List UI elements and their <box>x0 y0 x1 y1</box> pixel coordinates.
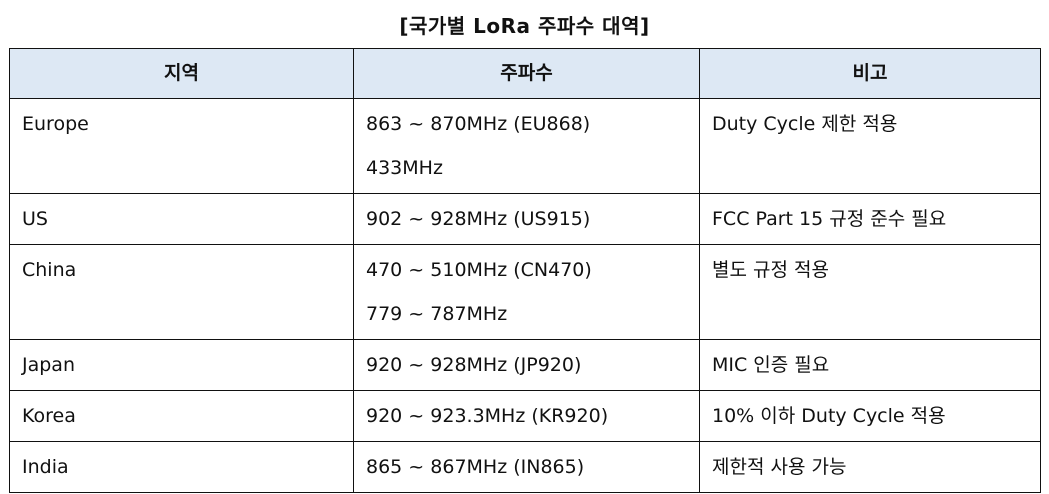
table-row: Japan 920 ~ 928MHz (JP920) MIC 인증 필요 <box>9 339 1041 391</box>
cell-note: MIC 인증 필요 <box>699 339 1041 391</box>
frequency-line: 920 ~ 923.3MHz (KR920) <box>366 405 609 427</box>
cell-frequency: 920 ~ 923.3MHz (KR920) <box>353 390 700 442</box>
frequency-line: 863 ~ 870MHz (EU868) <box>366 113 591 135</box>
cell-frequency: 920 ~ 928MHz (JP920) <box>353 339 700 391</box>
cell-note: Duty Cycle 제한 적용 <box>699 98 1041 194</box>
cell-note: FCC Part 15 규정 준수 필요 <box>699 193 1041 245</box>
header-region: 지역 <box>9 48 354 99</box>
frequency-line: 433MHz <box>366 157 443 179</box>
cell-region: Europe <box>9 98 354 194</box>
table-row: Korea 920 ~ 923.3MHz (KR920) 10% 이하 Duty… <box>9 390 1041 442</box>
cell-frequency: 865 ~ 867MHz (IN865) <box>353 441 700 493</box>
header-note: 비고 <box>699 48 1041 99</box>
frequency-line: 470 ~ 510MHz (CN470) <box>366 259 592 281</box>
table-row: India 865 ~ 867MHz (IN865) 제한적 사용 가능 <box>9 441 1041 493</box>
frequency-line: 920 ~ 928MHz (JP920) <box>366 354 582 376</box>
table-row: China 470 ~ 510MHz (CN470) 779 ~ 787MHz 별… <box>9 244 1041 340</box>
cell-frequency: 863 ~ 870MHz (EU868) 433MHz <box>353 98 700 194</box>
lora-frequency-table: 지역 주파수 비고 Europe 863 ~ 870MHz (EU868) 433… <box>9 48 1041 493</box>
cell-region: Korea <box>9 390 354 442</box>
cell-note: 별도 규정 적용 <box>699 244 1041 340</box>
cell-frequency: 902 ~ 928MHz (US915) <box>353 193 700 245</box>
cell-region: India <box>9 441 354 493</box>
table-row: US 902 ~ 928MHz (US915) FCC Part 15 규정 준… <box>9 193 1041 245</box>
cell-note: 10% 이하 Duty Cycle 적용 <box>699 390 1041 442</box>
frequency-line: 779 ~ 787MHz <box>366 303 508 325</box>
cell-frequency: 470 ~ 510MHz (CN470) 779 ~ 787MHz <box>353 244 700 340</box>
table-row: Europe 863 ~ 870MHz (EU868) 433MHz Duty C… <box>9 98 1041 194</box>
table-header-row: 지역 주파수 비고 <box>9 48 1041 99</box>
cell-region: China <box>9 244 354 340</box>
header-frequency: 주파수 <box>353 48 700 99</box>
table-title: [국가별 LoRa 주파수 대역] <box>399 14 650 38</box>
cell-region: US <box>9 193 354 245</box>
cell-note: 제한적 사용 가능 <box>699 441 1041 493</box>
frequency-line: 902 ~ 928MHz (US915) <box>366 208 591 230</box>
frequency-line: 865 ~ 867MHz (IN865) <box>366 456 585 478</box>
cell-region: Japan <box>9 339 354 391</box>
